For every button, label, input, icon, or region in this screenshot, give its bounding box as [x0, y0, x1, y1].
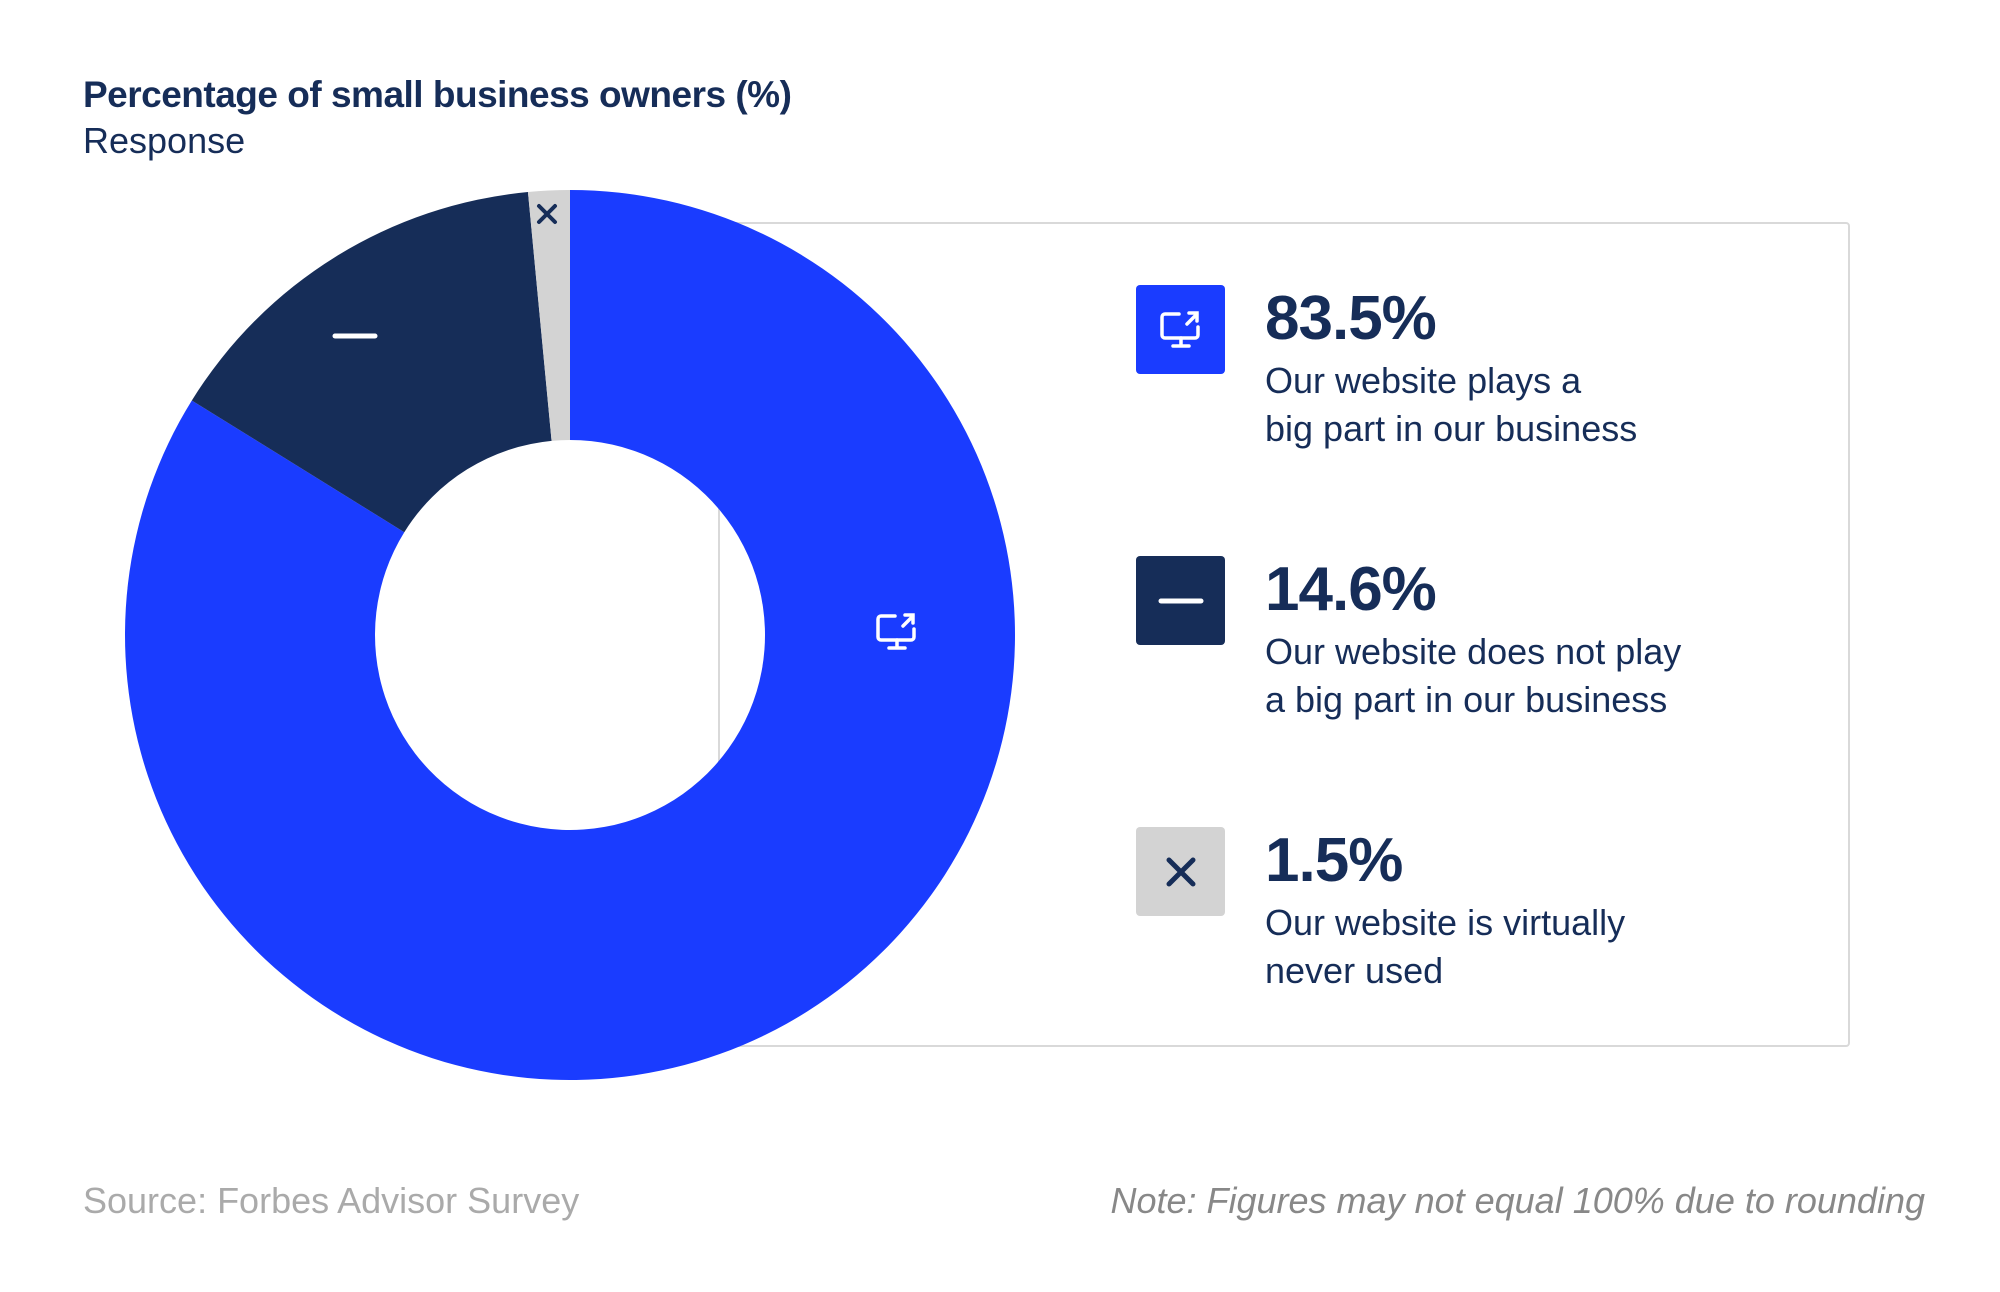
- note-text: Note: Figures may not equal 100% due to …: [1110, 1180, 1925, 1221]
- legend-label: Our website is virtually never used: [1265, 899, 1825, 995]
- legend-swatch: [1136, 556, 1225, 645]
- legend-value: 83.5%: [1265, 284, 1437, 353]
- legend-label-line: Our website does not play: [1265, 631, 1682, 672]
- minus-icon: [1158, 598, 1203, 603]
- legend-label: Our website plays a big part in our busin…: [1265, 357, 1825, 453]
- legend-label-line: big part in our business: [1265, 408, 1638, 449]
- slice-monitor-external-link-icon: [876, 613, 916, 650]
- legend-swatch: [1136, 285, 1225, 374]
- legend-label-line: never used: [1265, 950, 1444, 991]
- legend-value: 14.6%: [1265, 555, 1437, 624]
- donut-slice: [191, 191, 552, 533]
- x-icon: [1166, 857, 1195, 886]
- legend-box: [718, 222, 1850, 1047]
- slice-x-icon: [536, 204, 557, 225]
- donut-chart: [125, 190, 1016, 1080]
- chart-title: Percentage of small business owners (%): [83, 74, 792, 115]
- legend-label: Our website does not play a big part in o…: [1265, 628, 1825, 724]
- chart-subtitle: Response: [83, 120, 246, 161]
- legend-label-line: Our website is virtually: [1265, 902, 1626, 943]
- donut-slice: [125, 190, 1016, 1080]
- donut-slice: [527, 190, 570, 441]
- legend-label-line: a big part in our business: [1265, 679, 1668, 720]
- legend-swatch: [1136, 827, 1225, 916]
- legend-value: 1.5%: [1265, 826, 1403, 895]
- source-text: Source: Forbes Advisor Survey: [83, 1180, 580, 1221]
- monitor-external-link-icon: [1159, 310, 1200, 348]
- legend-label-line: Our website plays a: [1265, 360, 1582, 401]
